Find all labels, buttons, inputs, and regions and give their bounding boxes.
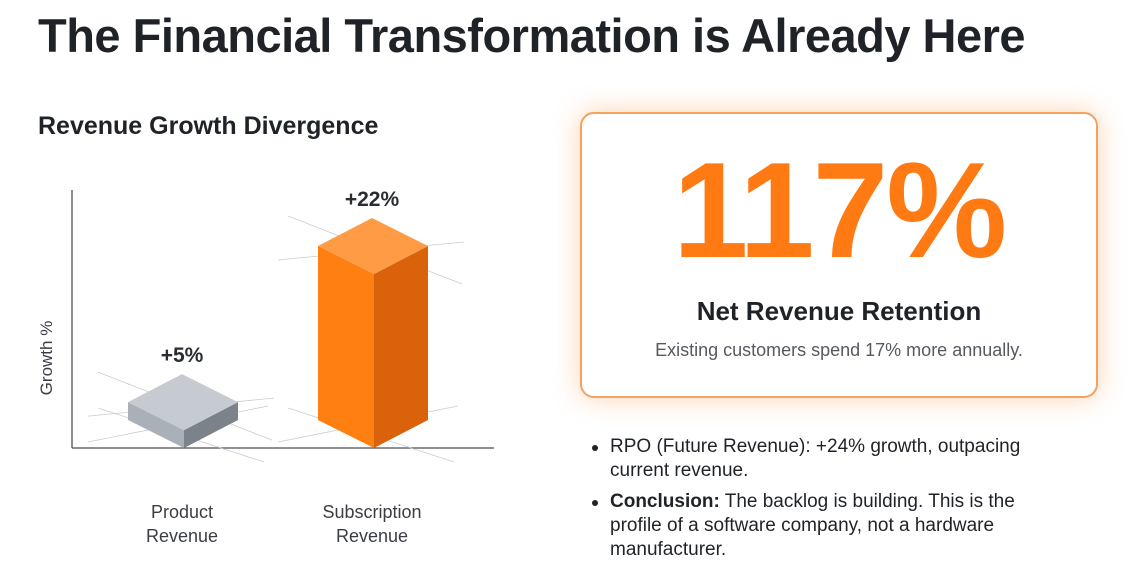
revenue-growth-chart: Growth % +5% Product Revenue +22% Subscriptio…: [37, 188, 494, 546]
bar-side-face: [184, 402, 238, 448]
bullet-conclusion-bold: Conclusion:: [610, 491, 720, 512]
metric-subtext: Existing customers spend 17% more annual…: [655, 340, 1023, 360]
bullet-conclusion-text: The backlog is building. This is the pro…: [610, 491, 1015, 560]
metric-value: 117%: [672, 134, 1007, 286]
bar-data-label: +5%: [161, 344, 204, 367]
y-axis-label: Growth %: [37, 321, 56, 396]
category-label: Subscription: [322, 502, 421, 522]
bullet-list: RPO (Future Revenue): +24% growth, outpa…: [588, 435, 1058, 569]
category-label: Revenue: [336, 526, 408, 546]
chart-title: Revenue Growth Divergence: [38, 112, 379, 140]
bar-front-face: [318, 246, 374, 448]
bar-front-face: [128, 402, 184, 448]
category-label: Product: [151, 502, 213, 522]
bullet-rpo-text: RPO (Future Revenue): +24% growth, outpa…: [610, 436, 1021, 481]
metric-card: 117% Net Revenue Retention Existing cust…: [580, 112, 1098, 398]
bullet-rpo: RPO (Future Revenue): +24% growth, outpa…: [588, 435, 1058, 483]
bar-data-label: +22%: [345, 188, 400, 211]
bullet-conclusion: Conclusion: The backlog is building. Thi…: [588, 490, 1058, 562]
page-title: The Financial Transformation is Already …: [38, 9, 1026, 62]
metric-label: Net Revenue Retention: [696, 296, 982, 326]
bar-top-face: [128, 374, 238, 431]
bar-top-face: [318, 218, 428, 274]
bar-side-face: [374, 246, 428, 448]
category-label: Revenue: [146, 526, 218, 546]
